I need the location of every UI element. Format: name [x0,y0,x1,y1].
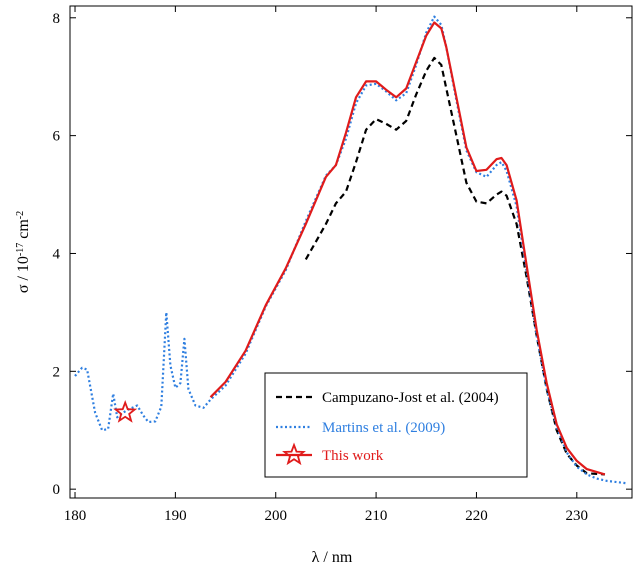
y-axis-title-unit: cm [15,219,32,243]
y-axis-title-exp2: -2 [15,211,26,219]
x-tick-label: 220 [465,508,488,524]
x-tick-label: 230 [566,508,589,524]
y-axis-title-main: σ / 10 [15,256,32,293]
x-tick-label: 210 [365,508,388,524]
y-axis-title-exp1: -17 [15,243,26,256]
y-axis-title: σ / 10-17 cm-2 [15,211,33,293]
legend-label-campuzano: Campuzano-Jost et al. (2004) [322,390,499,406]
plot-frame [69,5,633,499]
series-layer [74,15,628,485]
x-tick-label: 190 [164,508,187,524]
legend-label-this-work: This work [322,448,384,464]
x-tick-label: 200 [264,508,287,524]
legend: Campuzano-Jost et al. (2004) Martins et … [264,372,528,478]
x-axis-title: λ / nm [312,549,353,566]
marker-layer [113,400,138,423]
y-tick-label: 0 [53,482,61,498]
y-tick-label: 2 [53,364,61,380]
legend-box [264,372,528,478]
series-line-2 [209,21,606,476]
x-tick-label: 180 [64,508,87,524]
star-marker-icon [113,400,138,423]
legend-star-icon [282,442,306,466]
y-tick-label: 6 [53,129,61,145]
ticks-layer: 180 190 200 210 220 230 0 2 4 6 8 [53,6,632,524]
y-tick-label: 4 [53,246,61,262]
legend-label-martins: Martins et al. (2009) [322,420,445,436]
y-tick-label: 8 [53,11,61,27]
